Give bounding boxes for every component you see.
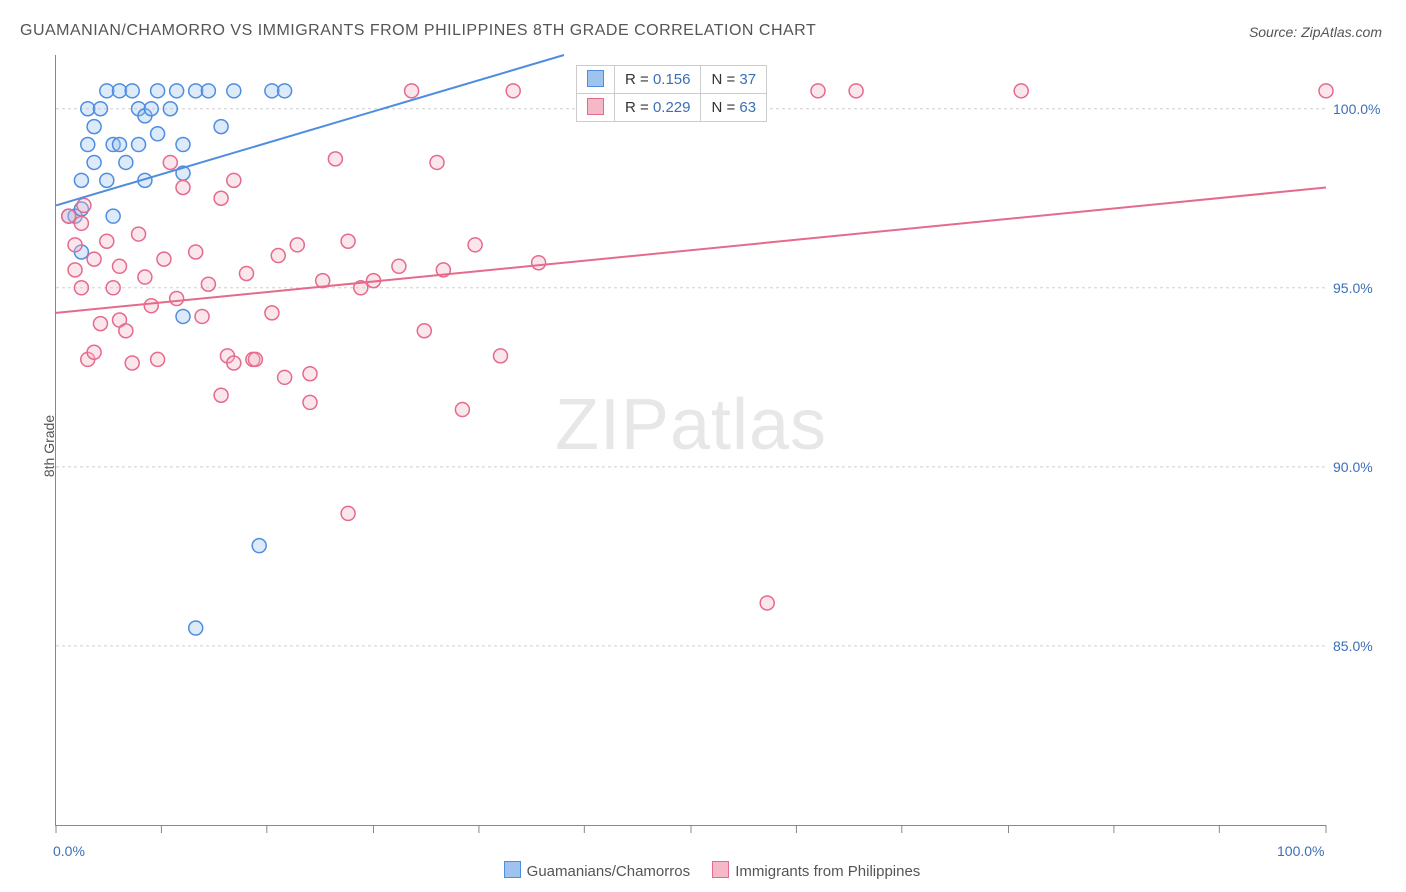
y-tick-label: 90.0%: [1333, 459, 1373, 475]
legend-label: Immigrants from Philippines: [735, 863, 920, 880]
stats-swatch: [577, 66, 615, 94]
legend-swatch: [712, 861, 729, 878]
scatter-plot: ZIPatlas R = 0.156N = 37R = 0.229N = 63: [55, 55, 1326, 826]
stats-row: R = 0.229N = 63: [577, 94, 767, 122]
y-tick-label: 100.0%: [1333, 101, 1380, 117]
chart-title: GUAMANIAN/CHAMORRO VS IMMIGRANTS FROM PH…: [20, 22, 816, 40]
stats-r: R = 0.229: [615, 94, 701, 122]
stats-swatch: [577, 94, 615, 122]
x-tick-label: 100.0%: [1277, 843, 1324, 859]
legend-swatch: [504, 861, 521, 878]
source-attribution: Source: ZipAtlas.com: [1249, 24, 1382, 40]
stats-row: R = 0.156N = 37: [577, 66, 767, 94]
legend: Guamanians/Chamorros Immigrants from Phi…: [0, 861, 1406, 880]
legend-label: Guamanians/Chamorros: [527, 863, 690, 880]
stats-r: R = 0.156: [615, 66, 701, 94]
y-tick-label: 85.0%: [1333, 638, 1373, 654]
x-tick-label: 0.0%: [53, 843, 85, 859]
stats-n: N = 37: [701, 66, 767, 94]
y-tick-label: 95.0%: [1333, 280, 1373, 296]
plot-canvas: [56, 55, 1326, 825]
stats-n: N = 63: [701, 94, 767, 122]
correlation-stats-box: R = 0.156N = 37R = 0.229N = 63: [576, 65, 767, 122]
